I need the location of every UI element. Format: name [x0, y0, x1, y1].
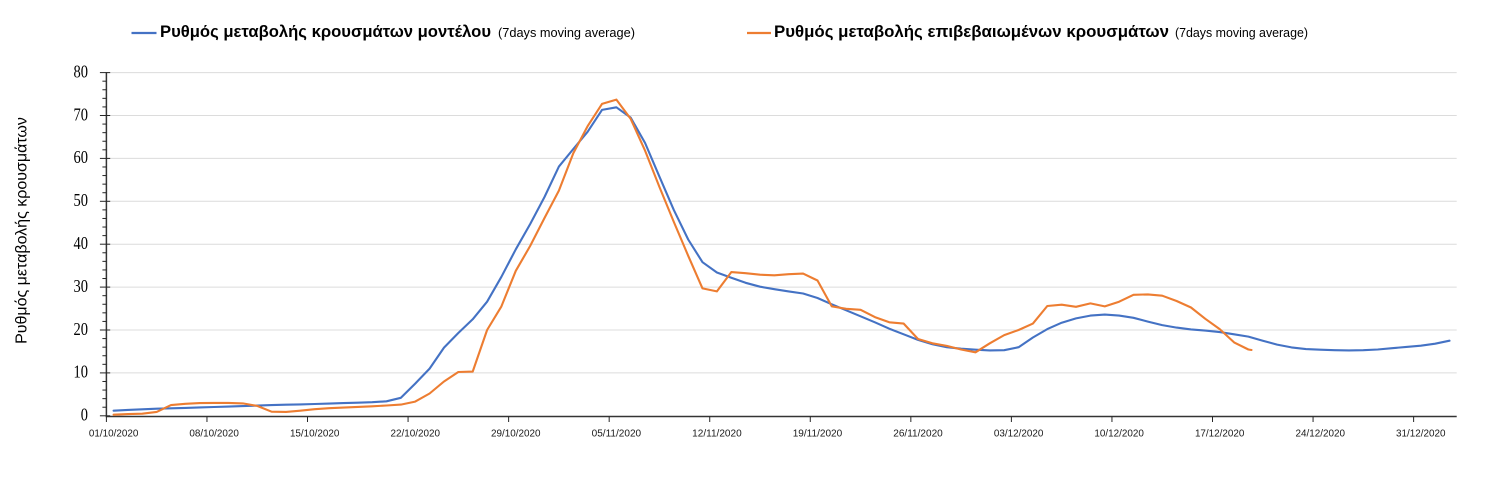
svg-text:30: 30: [74, 276, 89, 296]
svg-text:10/12/2020: 10/12/2020: [1094, 429, 1144, 440]
svg-text:19/11/2020: 19/11/2020: [793, 429, 843, 440]
svg-text:01/10/2020: 01/10/2020: [89, 429, 139, 440]
svg-text:Ρυθμός μεταβολής κρουσμάτων: Ρυθμός μεταβολής κρουσμάτων: [14, 117, 31, 344]
svg-text:12/11/2020: 12/11/2020: [692, 429, 742, 440]
svg-text:08/10/2020: 08/10/2020: [189, 429, 239, 440]
svg-text:26/11/2020: 26/11/2020: [893, 429, 943, 440]
svg-text:05/11/2020: 05/11/2020: [592, 429, 642, 440]
svg-text:17/12/2020: 17/12/2020: [1195, 429, 1245, 440]
svg-text:Ρυθμός μεταβολής επιβεβαιωμένω: Ρυθμός μεταβολής επιβεβαιωμένων κρουσμάτ…: [774, 23, 1169, 41]
svg-text:(7days moving average): (7days moving average): [1175, 26, 1308, 40]
svg-text:(7days moving average): (7days moving average): [498, 26, 635, 40]
svg-text:15/10/2020: 15/10/2020: [290, 429, 340, 440]
svg-text:Ρυθμός μεταβολής κρουσμάτων μο: Ρυθμός μεταβολής κρουσμάτων μοντέλου: [160, 23, 491, 41]
svg-text:10: 10: [74, 362, 89, 382]
svg-text:03/12/2020: 03/12/2020: [994, 429, 1044, 440]
svg-text:50: 50: [74, 190, 89, 210]
svg-text:70: 70: [74, 104, 89, 124]
svg-text:24/12/2020: 24/12/2020: [1295, 429, 1345, 440]
svg-text:80: 80: [74, 61, 89, 81]
svg-text:40: 40: [74, 233, 89, 253]
svg-text:22/10/2020: 22/10/2020: [391, 429, 441, 440]
svg-text:29/10/2020: 29/10/2020: [491, 429, 541, 440]
svg-text:31/12/2020: 31/12/2020: [1396, 429, 1446, 440]
svg-text:0: 0: [81, 405, 88, 425]
svg-text:60: 60: [74, 147, 89, 167]
svg-text:20: 20: [74, 319, 89, 339]
